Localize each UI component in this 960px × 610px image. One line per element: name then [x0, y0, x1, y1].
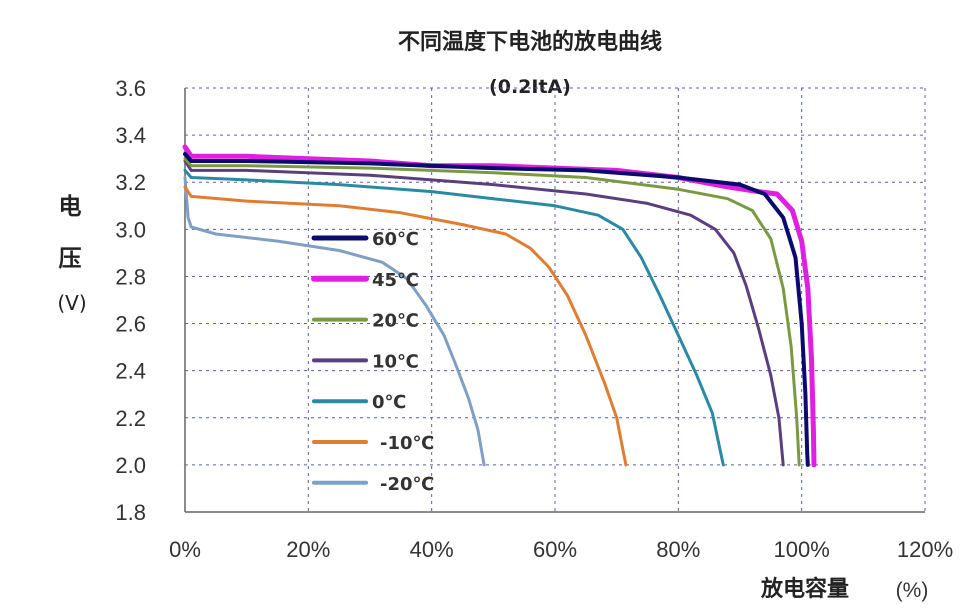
x-tick-label: 20%	[286, 537, 330, 562]
x-axis-label: 放电容量	[760, 576, 849, 602]
series-line	[183, 157, 801, 467]
legend-label: 0℃	[372, 392, 406, 413]
y-tick-label: 2.8	[115, 264, 146, 289]
legend-label: -20℃	[380, 474, 434, 495]
x-tick-labels: 0% 20% 40% 60% 80% 100% 120%	[169, 537, 953, 562]
y-axis-label-line-1: 电	[59, 194, 82, 220]
x-tick-label: 60%	[533, 537, 577, 562]
y-tick-labels: 1.8 2.0 2.2 2.4 2.6 2.8 3.0 3.2 3.4 3.6	[115, 76, 146, 525]
legend-label: 60℃	[372, 229, 419, 250]
legend-label: 10℃	[372, 351, 419, 372]
x-tick-label: 40%	[410, 537, 454, 562]
y-tick-label: 2.0	[115, 453, 146, 478]
chart-subtitle: (0.2ItA)	[489, 76, 571, 98]
series-line	[183, 185, 628, 467]
chart-title: 不同温度下电池的放电曲线	[398, 29, 662, 55]
y-tick-label: 3.4	[115, 123, 146, 148]
series-line	[183, 168, 725, 467]
legend-label: 45℃	[372, 270, 419, 291]
x-tick-label: 100%	[774, 537, 830, 562]
series-line	[182, 144, 817, 468]
y-tick-label: 2.4	[115, 359, 146, 384]
x-axis-unit: (%)	[896, 579, 929, 602]
x-tick-label: 0%	[169, 537, 201, 562]
legend-label: -10℃	[380, 433, 434, 454]
series-line	[183, 176, 486, 467]
x-tick-label: 120%	[897, 537, 953, 562]
legend: 60℃ 45℃ 20℃ 10℃ 0℃ -10℃ -20℃	[311, 229, 434, 495]
y-axis-label-line-3: (V)	[57, 291, 86, 315]
y-tick-label: 1.8	[115, 500, 146, 525]
y-tick-label: 2.2	[115, 406, 146, 431]
series-line	[183, 152, 810, 467]
y-tick-label: 3.6	[115, 76, 146, 101]
series-line	[183, 159, 785, 467]
series-lines	[182, 144, 817, 468]
legend-label: 20℃	[372, 311, 419, 332]
y-axis-label-line-2: 压	[59, 246, 82, 272]
y-tick-label: 2.6	[115, 312, 146, 337]
x-tick-label: 80%	[656, 537, 700, 562]
y-tick-label: 3.2	[115, 170, 146, 195]
y-axis-label: 电 压 (V)	[57, 194, 86, 315]
y-tick-label: 3.0	[115, 217, 146, 242]
